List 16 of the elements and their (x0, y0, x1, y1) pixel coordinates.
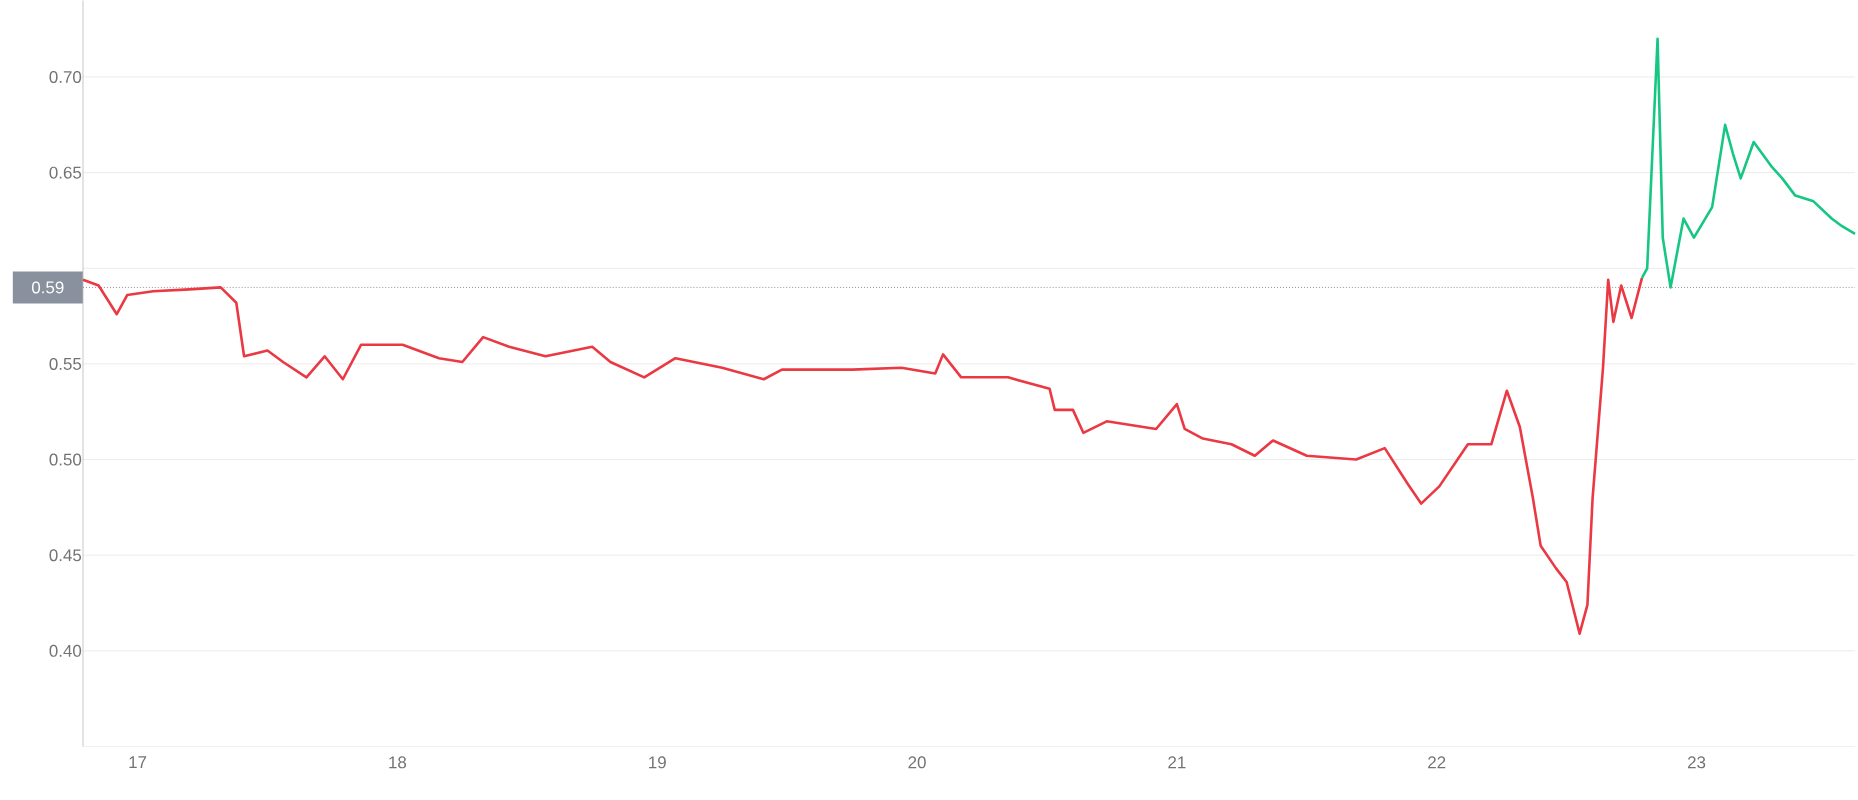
x-tick-label: 18 (389, 756, 407, 769)
x-tick-label: 21 (1168, 756, 1186, 768)
line-series (1640, 37, 1857, 289)
y-tick-label: 0.70 (49, 70, 82, 83)
line-series (81, 276, 1644, 635)
x-tick-label: 20 (908, 756, 926, 769)
y-tick-label: 0.65 (49, 166, 82, 179)
x-tick-label: 22 (1428, 756, 1446, 768)
y-tick-label: 0.55 (49, 357, 82, 370)
x-tick-label: 23 (1687, 756, 1706, 769)
ref-line-label: 0.59 (31, 281, 64, 294)
y-tick-label: 0.45 (49, 548, 82, 561)
x-tick-label: 19 (649, 756, 666, 769)
x-tick-label: 17 (129, 756, 147, 768)
y-tick-label: 0.40 (49, 644, 82, 657)
y-tick-label: 0.50 (49, 453, 82, 466)
